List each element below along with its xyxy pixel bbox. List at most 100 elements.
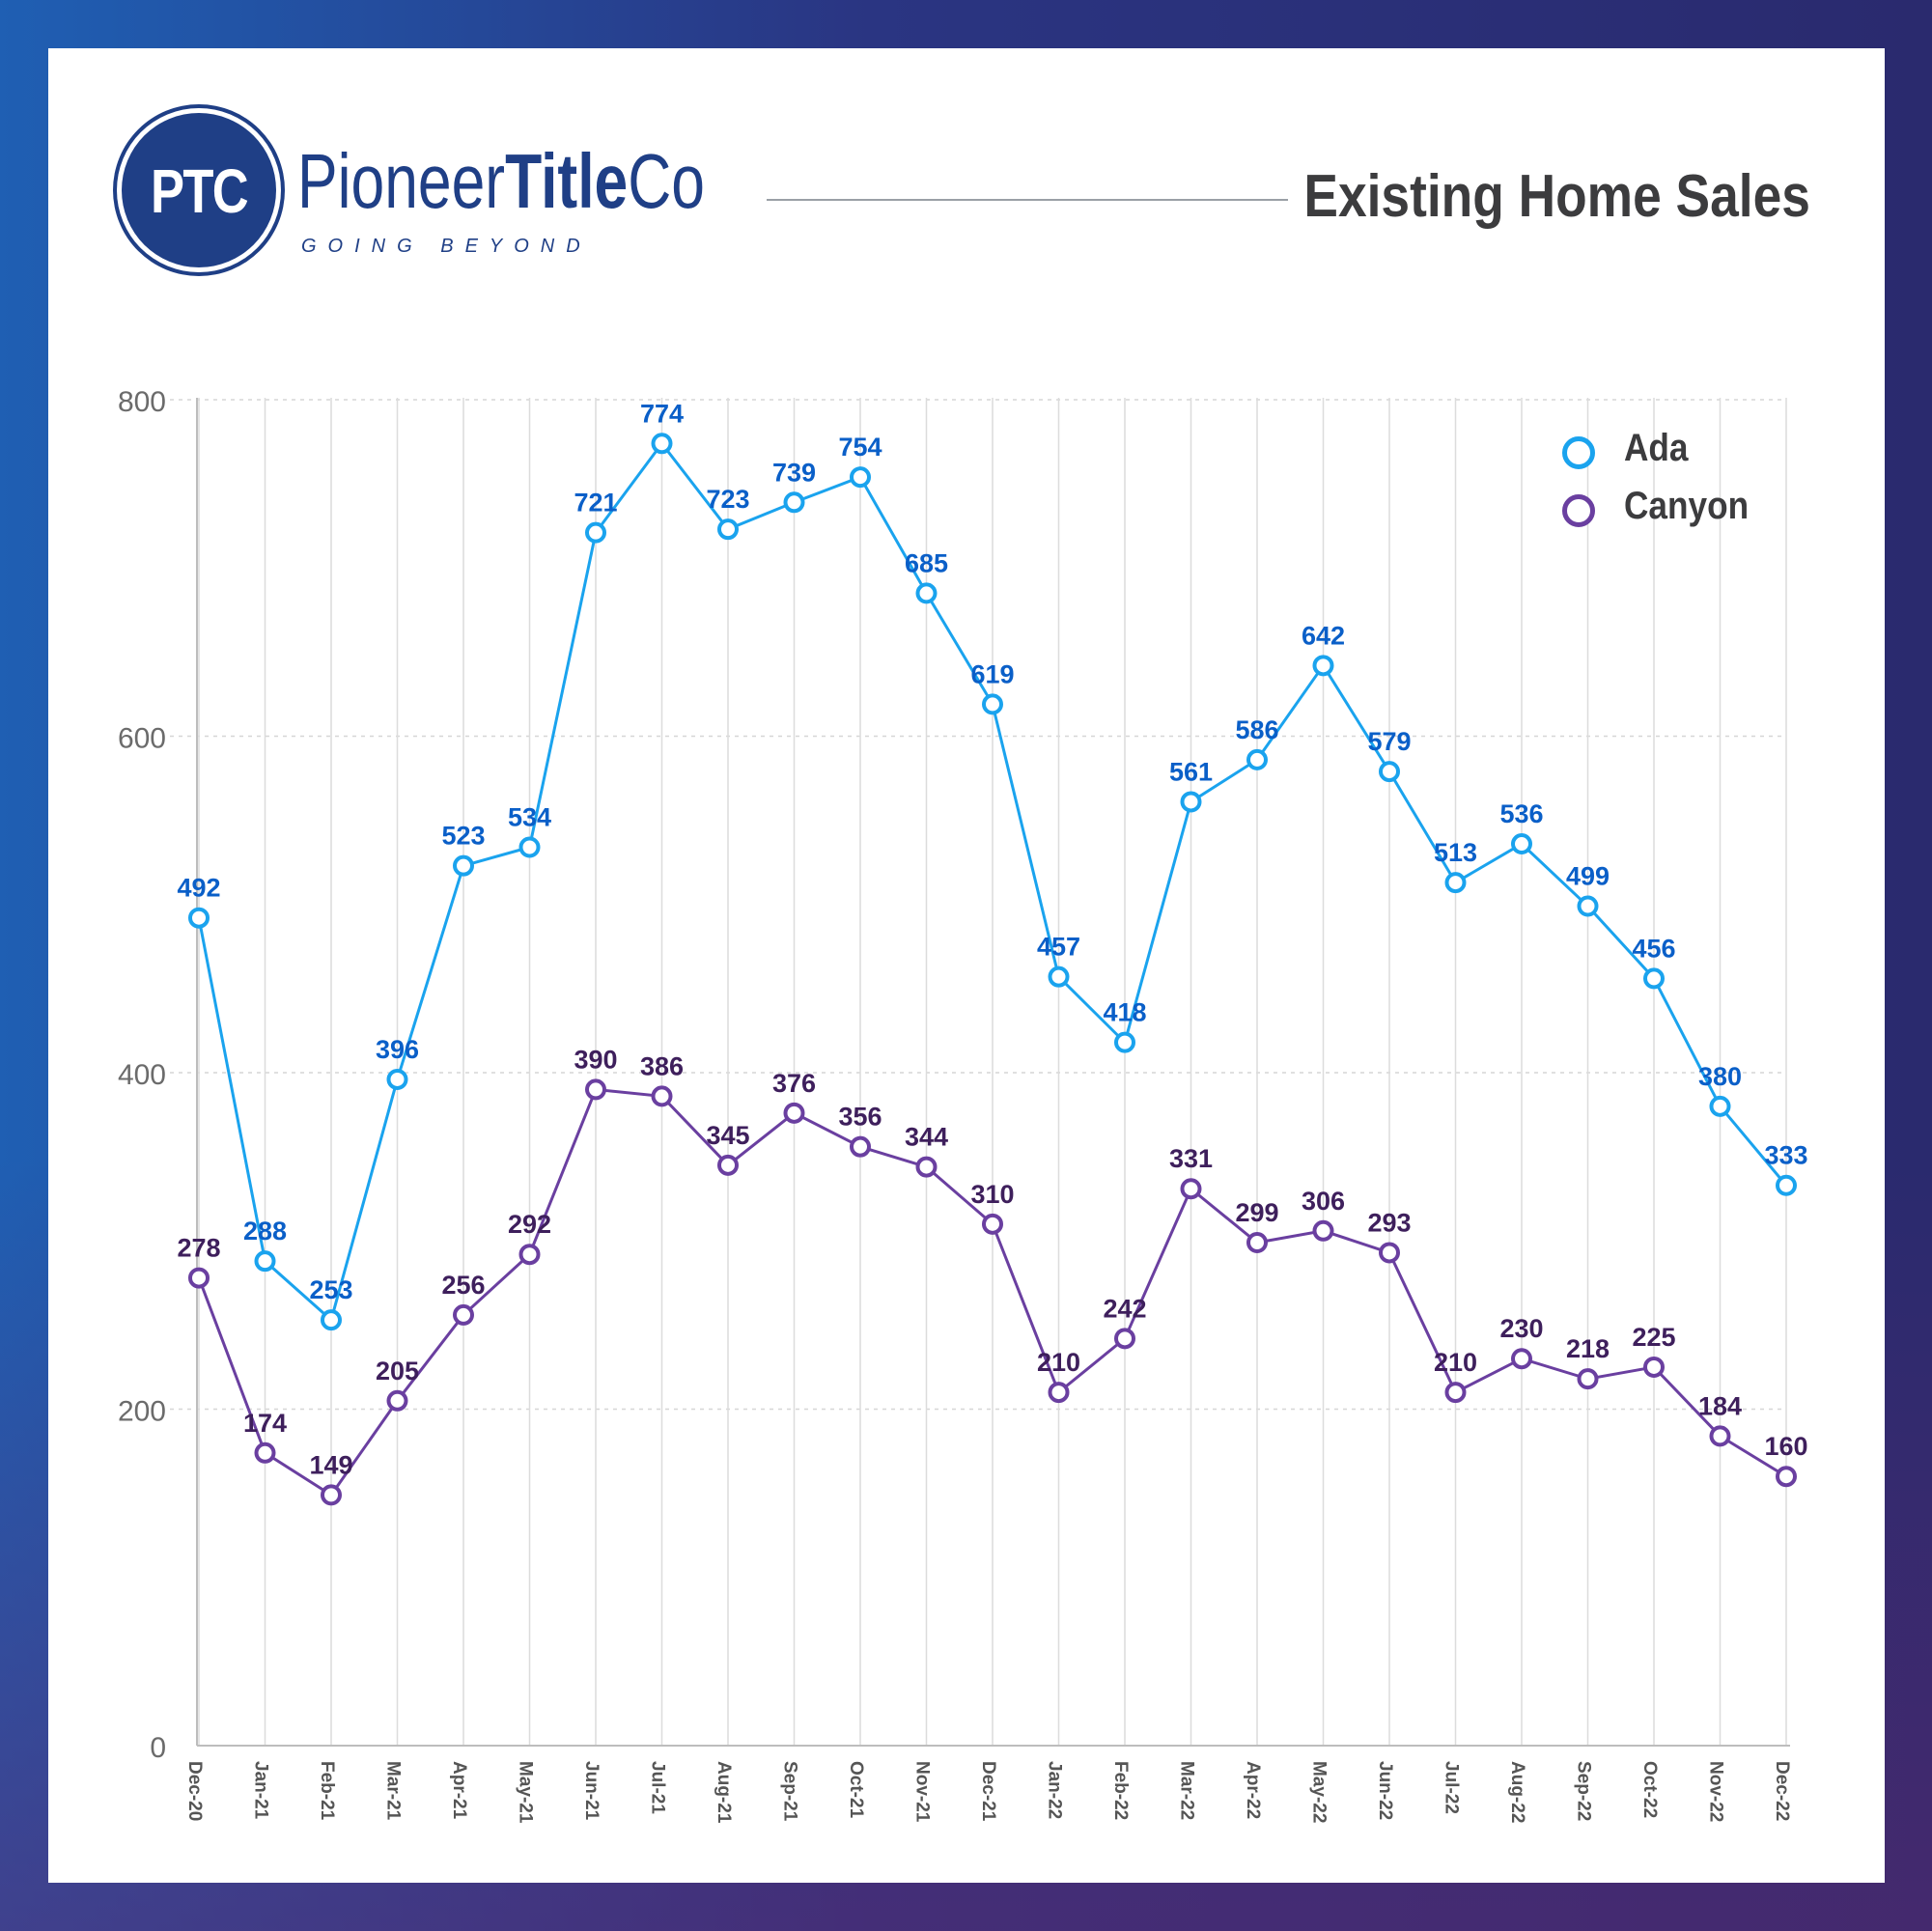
data-label-ada: 723: [706, 485, 749, 514]
data-point-canyon: [1444, 1382, 1467, 1404]
data-point-canyon: [1709, 1425, 1731, 1447]
data-label-canyon: 292: [508, 1210, 551, 1239]
data-label-ada: 457: [1037, 933, 1080, 962]
data-point-canyon: [518, 1244, 541, 1266]
y-tick-label: 600: [118, 723, 166, 755]
data-label-ada: 536: [1499, 799, 1543, 828]
chart-card: [48, 48, 1885, 1883]
x-tick-label: Apr-21: [449, 1761, 469, 1820]
data-point-canyon: [1312, 1219, 1334, 1242]
data-point-ada: [783, 491, 805, 514]
data-label-canyon: 256: [441, 1271, 485, 1300]
data-point-ada: [1776, 1174, 1797, 1196]
data-point-canyon: [386, 1389, 408, 1412]
x-tick-label: Jun-22: [1375, 1761, 1395, 1820]
data-point-canyon: [1511, 1348, 1532, 1370]
data-point-ada: [915, 582, 938, 604]
data-label-ada: 513: [1434, 838, 1477, 867]
data-point-ada: [518, 836, 541, 858]
x-tick-label: Apr-22: [1243, 1761, 1263, 1819]
data-label-canyon: 218: [1566, 1334, 1610, 1363]
x-tick-label: Aug-21: [714, 1761, 734, 1824]
data-point-ada: [453, 854, 474, 877]
data-point-ada: [1379, 761, 1400, 783]
data-label-canyon: 210: [1037, 1348, 1080, 1377]
data-label-ada: 288: [243, 1217, 287, 1245]
data-label-canyon: 306: [1302, 1187, 1345, 1216]
x-tick-label: Mar-22: [1177, 1761, 1197, 1820]
x-tick-label: Oct-21: [846, 1761, 866, 1819]
data-label-ada: 380: [1698, 1062, 1742, 1091]
data-point-canyon: [651, 1085, 673, 1107]
data-point-ada: [386, 1068, 408, 1090]
x-tick-label: Sep-21: [780, 1761, 800, 1822]
data-label-ada: 685: [905, 548, 948, 577]
brand-regular: Pioneer: [297, 138, 506, 224]
x-tick-label: May-21: [516, 1761, 536, 1824]
data-point-canyon: [783, 1102, 805, 1124]
data-point-ada: [254, 1250, 276, 1273]
data-point-canyon: [850, 1135, 871, 1158]
data-point-ada: [651, 433, 673, 455]
data-point-ada: [1643, 967, 1665, 990]
data-point-canyon: [254, 1441, 276, 1464]
x-tick-label: Dec-20: [184, 1761, 205, 1821]
x-tick-label: Jul-21: [648, 1761, 668, 1814]
data-point-canyon: [321, 1484, 342, 1506]
y-tick-label: 200: [118, 1396, 166, 1428]
x-tick-label: Jan-21: [251, 1761, 271, 1820]
x-tick-label: Feb-21: [317, 1761, 337, 1821]
data-point-ada: [321, 1309, 342, 1331]
data-label-canyon: 331: [1169, 1144, 1213, 1173]
data-label-canyon: 210: [1434, 1348, 1477, 1377]
x-tick-label: Jul-22: [1442, 1761, 1462, 1814]
data-label-canyon: 310: [970, 1180, 1014, 1209]
legend-marker-ada: [1562, 436, 1595, 469]
data-point-canyon: [1048, 1382, 1070, 1404]
data-label-canyon: 299: [1235, 1198, 1278, 1227]
data-point-ada: [982, 693, 1003, 715]
data-label-canyon: 205: [376, 1357, 419, 1385]
x-tick-label: May-22: [1309, 1761, 1330, 1823]
data-label-ada: 721: [574, 489, 617, 518]
x-tick-label: Mar-21: [383, 1761, 404, 1821]
data-label-canyon: 278: [177, 1234, 220, 1263]
data-label-canyon: 293: [1367, 1208, 1411, 1237]
legend-label-ada: Ada: [1624, 427, 1689, 469]
data-point-canyon: [585, 1078, 606, 1101]
data-point-canyon: [1180, 1178, 1202, 1200]
x-tick-label: Nov-22: [1706, 1761, 1726, 1822]
data-point-canyon: [1379, 1242, 1400, 1264]
data-label-canyon: 356: [838, 1103, 882, 1132]
x-tick-label: Nov-21: [912, 1761, 933, 1823]
data-label-canyon: 344: [905, 1123, 948, 1152]
data-point-canyon: [1246, 1231, 1268, 1253]
brand-bold: Title: [505, 138, 629, 224]
data-label-ada: 774: [640, 399, 684, 428]
data-label-canyon: 160: [1764, 1432, 1807, 1461]
y-tick-label: 800: [118, 386, 166, 418]
header-divider: [767, 199, 1288, 201]
data-label-ada: 523: [441, 822, 485, 851]
data-label-ada: 253: [309, 1275, 352, 1304]
data-label-ada: 754: [838, 433, 882, 462]
data-point-ada: [1114, 1031, 1135, 1053]
data-label-ada: 534: [508, 803, 551, 832]
brand-suffix: Co: [628, 138, 706, 224]
data-point-ada: [717, 518, 739, 541]
data-label-canyon: 376: [772, 1069, 816, 1098]
page-title: Existing Home Sales: [1303, 163, 1810, 230]
data-point-canyon: [1577, 1368, 1599, 1390]
data-point-ada: [1511, 833, 1532, 855]
data-label-ada: 586: [1235, 715, 1278, 744]
data-point-canyon: [1114, 1328, 1135, 1350]
data-point-canyon: [1776, 1466, 1797, 1488]
data-point-ada: [1709, 1095, 1731, 1117]
data-point-ada: [1577, 895, 1599, 917]
logo-badge: PTC: [122, 113, 276, 267]
data-point-ada: [1444, 872, 1467, 894]
x-tick-label: Dec-22: [1772, 1761, 1792, 1821]
data-label-ada: 642: [1302, 621, 1345, 650]
data-label-canyon: 174: [243, 1409, 287, 1438]
